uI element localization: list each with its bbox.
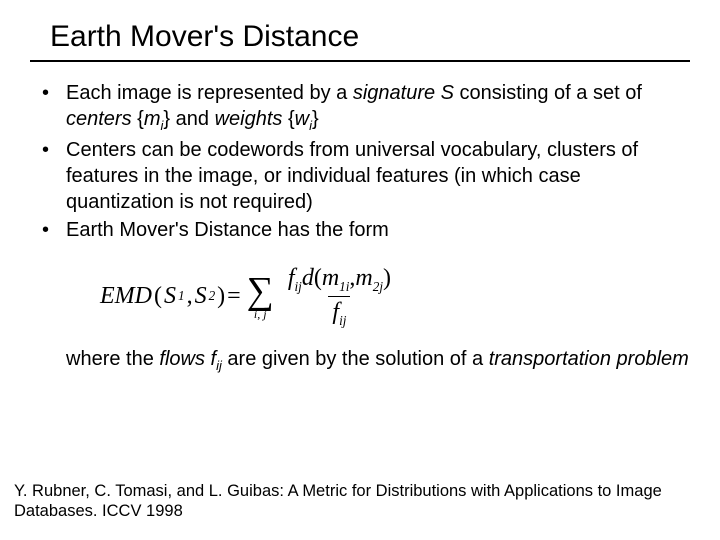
text: consisting of a set of [454, 82, 642, 104]
sub-ij: ij [339, 313, 346, 328]
title-rule [30, 60, 690, 62]
var-w: w [295, 108, 309, 130]
bullet-list: Each image is represented by a signature… [38, 80, 690, 243]
emd-symbol: EMD [100, 283, 152, 310]
signature-term: signature S [353, 82, 454, 104]
lparen: ( [314, 265, 322, 291]
rparen: ) [217, 283, 225, 310]
var-s: S [195, 283, 207, 310]
text: { [132, 108, 144, 130]
sub-ij: ij [294, 279, 301, 294]
bullet-item: Each image is represented by a signature… [38, 80, 690, 135]
sigma-icon: ∑ [247, 272, 274, 310]
var-m: m [322, 265, 339, 291]
text: where the [66, 348, 159, 370]
var-m: m [355, 265, 372, 291]
flows-term: flows f [159, 348, 216, 370]
sub-2j: 2j [373, 279, 383, 294]
sum-limits: i, j [254, 308, 267, 320]
denominator: fij [328, 296, 350, 328]
numerator: fijd(m1i,m2j) [284, 265, 395, 296]
rparen: ) [383, 265, 391, 291]
sum-operator: ∑ i, j [247, 272, 274, 320]
slide-title: Earth Mover's Distance [50, 20, 690, 54]
equals: = [227, 283, 241, 310]
var-m: m [144, 108, 161, 130]
text: { [282, 108, 294, 130]
comma: , [187, 283, 193, 310]
weights-term: weights [215, 108, 283, 130]
fraction: fijd(m1i,m2j) fij [284, 265, 395, 328]
text: } [312, 108, 319, 130]
sub-1: 1 [178, 288, 185, 304]
text: Each image is represented by a [66, 82, 353, 104]
text: } and [163, 108, 214, 130]
sub-1i: 1i [339, 279, 349, 294]
bullet-item: Earth Mover's Distance has the form [38, 217, 690, 243]
transportation-term: transportation problem [489, 348, 689, 370]
lparen: ( [154, 283, 162, 310]
closing-text: where the flows fij are given by the sol… [66, 346, 690, 375]
citation: Y. Rubner, C. Tomasi, and L. Guibas: A M… [14, 481, 706, 522]
emd-formula: EMD(S1,S2) = ∑ i, j fijd(m1i,m2j) fij [100, 265, 690, 328]
sub-2: 2 [209, 288, 216, 304]
centers-term: centers [66, 108, 132, 130]
var-s: S [164, 283, 176, 310]
var-d: d [302, 265, 314, 291]
text: are given by the solution of a [222, 348, 489, 370]
bullet-item: Centers can be codewords from universal … [38, 137, 690, 215]
